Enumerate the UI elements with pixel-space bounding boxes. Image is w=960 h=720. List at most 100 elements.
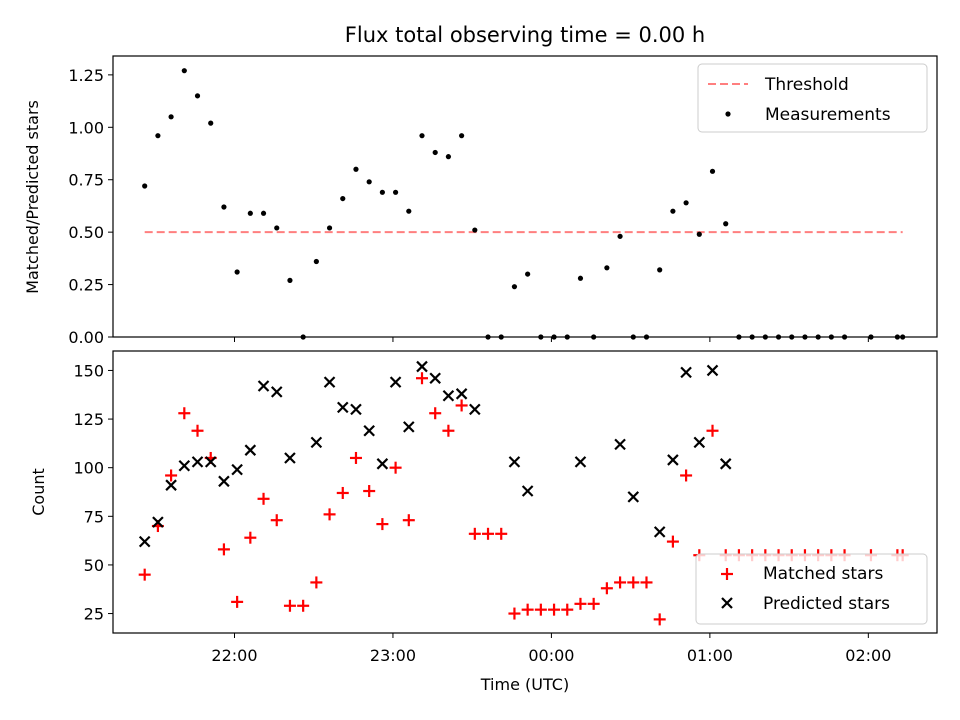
matched-star-marker xyxy=(706,424,719,437)
matched-star-marker xyxy=(297,599,310,612)
matched-star-marker xyxy=(600,582,613,595)
ratio-y-tick-label: 1.00 xyxy=(68,118,104,137)
predicted-star-marker-b xyxy=(165,479,177,491)
predicted-star-marker xyxy=(719,458,732,470)
matched-star-marker xyxy=(217,543,230,556)
matched-star-marker xyxy=(165,469,178,482)
count-x-tick-label: 02:00 xyxy=(845,646,891,665)
predicted-star-marker-b xyxy=(191,456,204,468)
measurement-point xyxy=(379,189,385,195)
measurement-point xyxy=(577,275,584,281)
predicted-star-marker-b xyxy=(653,526,666,538)
predicted-star-marker-b xyxy=(614,438,626,451)
predicted-star-marker-b xyxy=(389,376,402,388)
measurement-point xyxy=(419,133,425,139)
measurement-point xyxy=(234,269,240,275)
predicted-star-marker-b xyxy=(442,389,455,402)
matched-star-marker xyxy=(574,597,587,610)
measurement-point xyxy=(511,284,518,290)
measurement-point xyxy=(208,120,214,126)
predicted-star-marker xyxy=(244,444,257,456)
matched-star-marker xyxy=(680,469,693,482)
count-legend-box xyxy=(695,553,928,625)
count-y-tick-label: 50 xyxy=(84,556,104,575)
matched-star-marker xyxy=(336,486,349,499)
measurement-point xyxy=(459,133,465,139)
predicted-star-marker-b xyxy=(152,516,164,528)
predicted-star-marker-b xyxy=(257,380,270,392)
predicted-star-marker-b xyxy=(627,491,640,503)
matched-star-marker xyxy=(666,535,679,548)
predicted-star-marker xyxy=(416,360,428,373)
matched-star-marker xyxy=(323,508,336,521)
predicted-star-marker-b xyxy=(204,456,217,468)
measurement-point xyxy=(155,133,161,139)
measurement-point xyxy=(657,267,663,273)
predicted-star-marker-b xyxy=(218,475,230,488)
predicted-star-points xyxy=(138,360,732,548)
predicted-star-marker xyxy=(152,516,164,528)
predicted-star-marker xyxy=(376,458,389,470)
predicted-star-marker xyxy=(521,485,534,497)
ratio-y-tick-label: 0.25 xyxy=(68,276,104,295)
legend-measurements-label: Measurements xyxy=(765,105,891,125)
matched-star-marker xyxy=(270,514,283,527)
count-y-tick-label: 150 xyxy=(73,361,104,380)
ratio-panel: 0.00 0.25 0.50 0.75 1.00 1.25 Matched/Predict… xyxy=(23,55,938,347)
legend-matched-swatch xyxy=(721,568,733,580)
matched-star-marker xyxy=(178,407,191,420)
predicted-star-marker-b xyxy=(284,452,296,464)
measurement-points xyxy=(142,68,906,340)
predicted-star-marker-b xyxy=(270,386,283,398)
matched-star-marker xyxy=(283,599,296,612)
measurement-point xyxy=(670,208,676,214)
predicted-star-marker xyxy=(403,421,415,433)
chart-title: Flux total observing time = 0.00 h xyxy=(345,23,705,47)
count-x-tick-label: 01:00 xyxy=(687,646,733,665)
predicted-star-marker xyxy=(138,535,151,548)
measurement-point xyxy=(525,271,531,277)
predicted-star-marker xyxy=(706,364,719,377)
legend-matched-label: Matched stars xyxy=(763,564,883,584)
count-y-tick-label: 125 xyxy=(73,410,104,429)
predicted-star-marker xyxy=(693,436,706,449)
predicted-star-marker xyxy=(191,456,204,468)
measurement-point xyxy=(366,179,372,185)
predicted-star-marker xyxy=(667,454,679,466)
measurement-point xyxy=(353,166,359,172)
matched-star-marker xyxy=(376,518,389,531)
matched-star-marker xyxy=(349,451,362,464)
matched-star-marker xyxy=(468,527,481,540)
measurement-point xyxy=(340,195,346,202)
predicted-star-marker-b xyxy=(231,463,243,476)
predicted-star-marker xyxy=(350,403,362,416)
predicted-star-marker-b xyxy=(403,421,415,433)
measurement-point xyxy=(683,200,689,206)
predicted-star-marker xyxy=(336,401,349,414)
predicted-star-marker-b xyxy=(363,424,375,437)
legend-measurements-swatch xyxy=(725,111,731,117)
ratio-panel-frame xyxy=(112,55,938,338)
x-axis-label: Time (UTC) xyxy=(480,675,569,694)
count-y-tick-label: 75 xyxy=(84,507,104,526)
predicted-star-marker-b xyxy=(469,403,481,416)
matched-star-marker xyxy=(653,613,666,626)
predicted-star-marker xyxy=(389,376,402,388)
predicted-star-marker-b xyxy=(521,485,534,497)
predicted-star-marker xyxy=(442,389,455,402)
predicted-star-marker xyxy=(429,372,441,385)
measurement-point xyxy=(406,208,412,214)
measurement-point xyxy=(472,227,478,233)
ratio-y-tick-label: 0.50 xyxy=(68,223,104,242)
measurement-point xyxy=(181,68,187,74)
predicted-star-marker-b xyxy=(376,458,389,470)
matched-star-marker xyxy=(482,527,495,540)
count-x-tick-label: 22:00 xyxy=(211,646,257,665)
ratio-legend-box xyxy=(697,63,928,133)
predicted-star-marker-b xyxy=(336,401,349,414)
predicted-star-marker-b xyxy=(680,366,692,379)
measurement-point xyxy=(392,189,399,195)
matched-star-marker xyxy=(587,597,600,610)
count-panel: 25 50 75 100 125 150 22:00 23:00 00:00 01:00 02:00… xyxy=(29,350,938,694)
count-panel-y-label: Count xyxy=(29,468,48,516)
